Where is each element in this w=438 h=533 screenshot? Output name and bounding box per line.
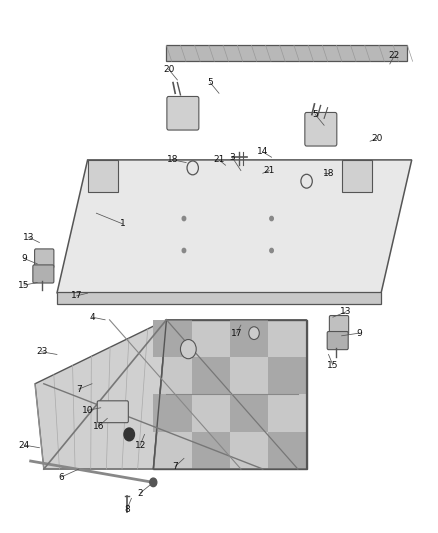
- Circle shape: [180, 340, 196, 359]
- Text: 14: 14: [257, 148, 268, 156]
- FancyBboxPatch shape: [33, 265, 54, 283]
- Polygon shape: [342, 160, 372, 192]
- Text: 21: 21: [264, 166, 275, 175]
- Text: 24: 24: [18, 441, 30, 449]
- Text: 18: 18: [167, 156, 179, 164]
- FancyBboxPatch shape: [97, 401, 128, 423]
- Text: 5: 5: [312, 110, 318, 119]
- Text: 13: 13: [340, 308, 352, 316]
- Bar: [192, 357, 230, 394]
- Bar: [153, 320, 192, 357]
- Bar: [192, 432, 230, 469]
- Text: 21: 21: [213, 156, 225, 164]
- Text: 1: 1: [120, 220, 126, 228]
- FancyBboxPatch shape: [327, 332, 348, 350]
- Polygon shape: [35, 320, 166, 469]
- Circle shape: [270, 216, 273, 221]
- Text: 17: 17: [231, 329, 242, 337]
- Bar: [268, 432, 307, 469]
- Text: 15: 15: [327, 361, 339, 369]
- Circle shape: [182, 248, 186, 253]
- Text: 13: 13: [23, 233, 34, 241]
- Circle shape: [124, 428, 134, 441]
- Text: 16: 16: [93, 422, 104, 431]
- Text: 17: 17: [71, 292, 82, 300]
- Bar: [153, 394, 192, 432]
- Polygon shape: [153, 320, 307, 469]
- FancyBboxPatch shape: [329, 316, 349, 335]
- Circle shape: [270, 248, 273, 253]
- Text: 20: 20: [163, 65, 174, 74]
- Circle shape: [182, 216, 186, 221]
- Text: 18: 18: [323, 169, 334, 177]
- Text: 4: 4: [89, 313, 95, 321]
- FancyBboxPatch shape: [35, 249, 54, 268]
- Text: 5: 5: [207, 78, 213, 87]
- Bar: [230, 394, 268, 432]
- Polygon shape: [88, 160, 118, 192]
- Text: 7: 7: [172, 462, 178, 471]
- Text: 9: 9: [21, 254, 27, 263]
- Polygon shape: [57, 292, 381, 304]
- Text: 8: 8: [124, 505, 130, 513]
- Text: 15: 15: [18, 281, 30, 289]
- Text: 20: 20: [371, 134, 382, 143]
- Text: 9: 9: [356, 329, 362, 337]
- FancyBboxPatch shape: [167, 96, 199, 130]
- Polygon shape: [166, 45, 407, 61]
- Text: 22: 22: [389, 52, 400, 60]
- Text: 12: 12: [134, 441, 146, 449]
- Text: 2: 2: [138, 489, 143, 497]
- FancyBboxPatch shape: [305, 112, 337, 146]
- Bar: [268, 357, 307, 394]
- Circle shape: [150, 478, 157, 487]
- Bar: [230, 320, 268, 357]
- Text: 10: 10: [82, 406, 93, 415]
- Text: 6: 6: [58, 473, 64, 481]
- Text: 3: 3: [229, 153, 235, 161]
- Text: 23: 23: [36, 348, 47, 356]
- Polygon shape: [57, 160, 412, 293]
- Text: 7: 7: [76, 385, 82, 393]
- Circle shape: [249, 327, 259, 340]
